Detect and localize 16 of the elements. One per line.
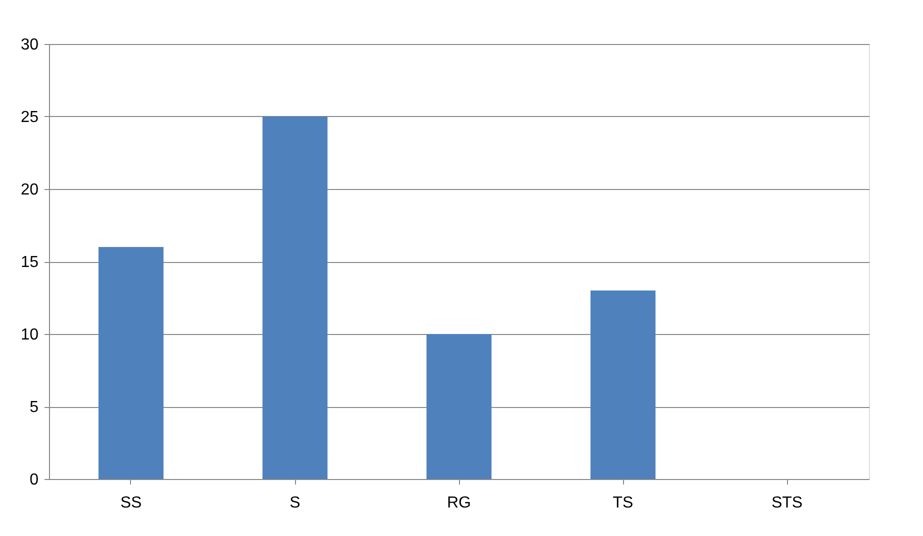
bar — [426, 334, 492, 479]
bar — [590, 290, 656, 479]
bar — [262, 116, 328, 479]
x-tick-label: STS — [771, 494, 803, 512]
y-tick-label: 5 — [30, 399, 39, 416]
y-tick-label: 20 — [20, 182, 39, 198]
bar — [98, 247, 164, 479]
y-tick-label: 10 — [20, 326, 39, 344]
y-tick-label: 30 — [20, 36, 39, 54]
y-tick-label: 0 — [30, 472, 39, 488]
x-tick-label: RG — [447, 494, 471, 512]
x-tick-label: SS — [120, 494, 142, 512]
x-tick-label: S — [290, 494, 300, 512]
y-tick-label: 15 — [20, 254, 39, 271]
x-tick-label: TS — [612, 494, 634, 512]
y-tick-label: 25 — [20, 109, 39, 126]
